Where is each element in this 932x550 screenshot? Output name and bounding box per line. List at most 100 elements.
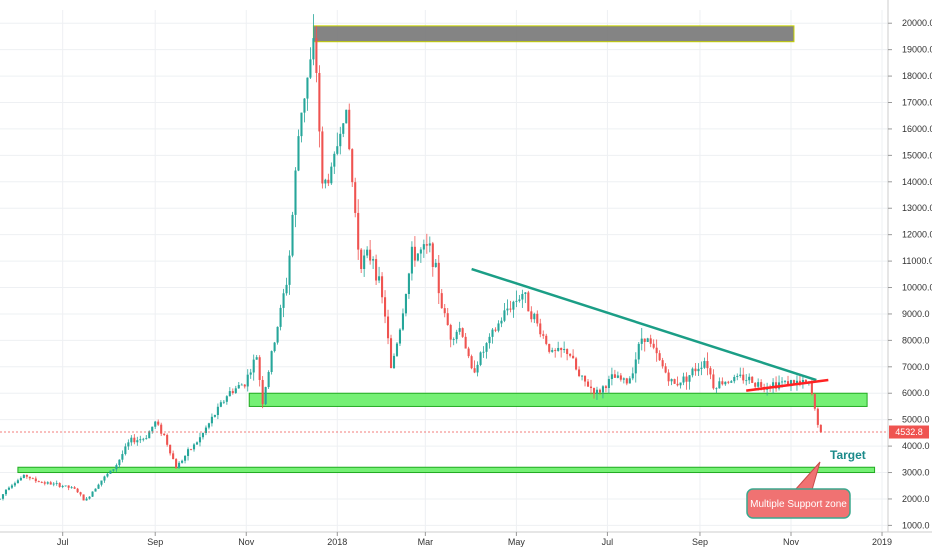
descending-trendline <box>471 267 817 382</box>
candle-up <box>416 253 419 261</box>
candle-up <box>718 381 721 389</box>
y-tick-label: 17000.0 <box>902 98 932 108</box>
price-tag-text: 4532.8 <box>895 427 923 437</box>
candle-down <box>667 372 670 382</box>
candle-down <box>536 313 539 324</box>
candle-up <box>563 349 566 351</box>
candle-down <box>160 424 163 434</box>
candle-up <box>757 382 760 387</box>
candle-down <box>360 249 363 270</box>
candle-down <box>43 482 46 484</box>
candle-down <box>754 382 757 387</box>
candle-down <box>243 384 246 387</box>
candle-down <box>798 380 801 383</box>
candle-up <box>118 459 121 466</box>
candle-down <box>810 381 813 395</box>
candle-down <box>530 311 533 320</box>
candle-up <box>488 336 491 344</box>
candle-up <box>145 438 148 440</box>
candle-up <box>94 488 97 492</box>
candle-up <box>109 470 112 474</box>
candle-up <box>151 426 154 432</box>
candle-up <box>422 244 425 250</box>
y-tick-label: 4000.0 <box>902 441 930 451</box>
price-tag-box <box>889 425 929 439</box>
candle-down <box>58 483 61 487</box>
candle-down <box>819 424 822 433</box>
candle-down <box>813 394 816 409</box>
candle-up <box>410 246 413 274</box>
candle-up <box>748 376 751 381</box>
candle-down <box>527 292 530 312</box>
candle-down <box>40 482 43 483</box>
x-axis: Jul Sep Nov 2018 Mar May Jul Sep Nov 2019 <box>57 532 892 547</box>
candle-up <box>324 179 327 184</box>
candle-down <box>348 109 351 150</box>
candle-up <box>282 293 285 308</box>
candle-up <box>55 483 58 484</box>
candle-up <box>4 489 8 495</box>
candle-up <box>219 402 222 407</box>
y-tick-label: 3000.0 <box>902 468 930 478</box>
candle-down <box>354 182 357 213</box>
candle-down <box>569 354 572 356</box>
candle-down <box>589 386 593 389</box>
candle-down <box>470 356 473 369</box>
candle-up <box>115 465 118 470</box>
candle-up <box>100 480 103 485</box>
candle-up <box>404 293 407 314</box>
candle-up <box>345 109 348 124</box>
candle-up <box>19 477 22 481</box>
candle-up <box>339 133 342 147</box>
candle-down <box>509 308 512 310</box>
candle-up <box>783 381 787 382</box>
candle-up <box>64 485 67 487</box>
candle-down <box>73 487 76 489</box>
candle-down <box>658 353 661 361</box>
candle-down <box>586 381 590 387</box>
y-tick-label: 1000.0 <box>902 520 930 530</box>
candle-down <box>775 382 778 389</box>
candle-down <box>652 343 655 348</box>
candle-up <box>306 77 309 99</box>
y-tick-label: 9000.0 <box>902 309 930 319</box>
candle-down <box>449 325 452 340</box>
candle-up <box>616 375 619 378</box>
x-tick-label: Nov <box>238 537 255 547</box>
candle-down <box>446 313 449 326</box>
callout-text: Multiple Support zone <box>750 499 847 510</box>
candle-up <box>142 438 145 440</box>
candle-up <box>246 374 249 387</box>
candle-down <box>261 379 264 405</box>
candle-up <box>255 357 258 360</box>
candle-down <box>760 382 763 387</box>
candle-up <box>336 146 339 154</box>
candle-up <box>97 484 100 489</box>
candle-up <box>730 381 733 383</box>
candle-down <box>384 297 387 317</box>
candle-down <box>661 360 664 367</box>
candle-up <box>622 378 625 380</box>
current-price-tag: 4532.8 <box>889 425 929 439</box>
candle-down <box>613 374 616 378</box>
candle-up <box>294 170 297 215</box>
candle-up <box>670 379 673 382</box>
candle-down <box>49 482 52 485</box>
candle-down <box>231 391 234 394</box>
candle-up <box>610 374 613 380</box>
candle-down <box>649 338 652 344</box>
candle-up <box>401 313 405 330</box>
candle-down <box>592 388 596 394</box>
candle-down <box>464 336 467 349</box>
candle-down <box>133 437 136 443</box>
candle-up <box>497 323 500 331</box>
candle-up <box>801 380 804 383</box>
x-tick-label: 2018 <box>327 537 347 547</box>
candle-up <box>154 421 157 427</box>
candle-down <box>82 494 85 501</box>
candle-up <box>631 373 634 379</box>
candle-up <box>455 331 458 340</box>
candle-down <box>566 349 569 355</box>
candle-up <box>103 476 106 481</box>
candle-down <box>25 474 28 477</box>
